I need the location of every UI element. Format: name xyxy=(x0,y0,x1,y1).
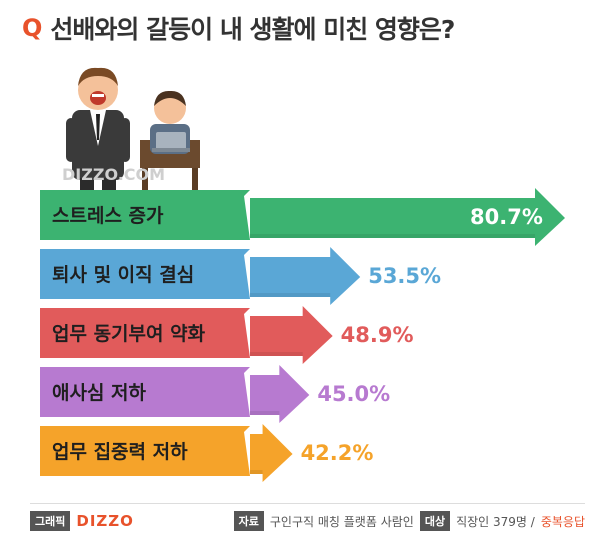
chart-title: Q 선배와의 갈등이 내 생활에 미친 영향은? xyxy=(22,8,582,48)
coworkers-illustration: DIZZO.COM xyxy=(62,67,200,195)
category-label: 업무 동기부여 약화 xyxy=(52,323,206,345)
category-label: 스트레스 증가 xyxy=(52,205,164,227)
target-tag: 대상 xyxy=(419,511,451,531)
bar-label-panel xyxy=(40,426,250,476)
category-label: 퇴사 및 이직 결심 xyxy=(52,264,194,286)
junior-figure xyxy=(140,90,200,195)
value-label: 53.5% xyxy=(368,264,441,288)
bar-shadow xyxy=(250,234,535,238)
bar-label-panel xyxy=(40,308,250,358)
bar-group: 애사심 저하 45.0% xyxy=(40,365,390,423)
value-label: 80.7% xyxy=(470,205,543,229)
watermark: DIZZO.COM xyxy=(62,165,165,184)
bar-label-panel xyxy=(40,190,250,240)
bar-shadow xyxy=(250,470,263,474)
multi-response-note: 중복응답 xyxy=(540,514,585,529)
bar-label-panel xyxy=(40,249,250,299)
value-label: 45.0% xyxy=(317,382,390,406)
bar xyxy=(250,247,361,305)
value-label: 42.2% xyxy=(301,441,374,465)
category-label: 업무 집중력 저하 xyxy=(52,441,188,463)
bar-shadow xyxy=(250,352,303,356)
category-label: 애사심 저하 xyxy=(52,382,147,404)
brand-logo: DIZZO xyxy=(76,512,134,530)
target-text: 직장인 379명 / xyxy=(456,514,535,529)
bar-shadow xyxy=(250,411,280,415)
value-label: 48.9% xyxy=(341,323,414,347)
bar xyxy=(250,188,565,246)
q-mark: Q xyxy=(22,14,43,42)
question-text: 선배와의 갈등이 내 생활에 미친 영향은? xyxy=(50,15,455,44)
bar-shadow xyxy=(250,293,331,297)
bar-group: 퇴사 및 이직 결심 53.5% xyxy=(40,247,441,305)
graphic-tag: 그래픽 xyxy=(30,511,71,531)
bar-group: 스트레스 증가 80.7% xyxy=(40,188,565,246)
footer-divider xyxy=(30,503,585,504)
bar-group: 업무 집중력 저하 42.2% xyxy=(40,424,373,482)
bar xyxy=(250,365,310,423)
bar xyxy=(250,306,333,364)
source-text: 구인구직 매칭 플랫폼 사람인 xyxy=(269,514,414,529)
source-tag: 자료 xyxy=(233,511,264,531)
footer: 그래픽 DIZZO 자료 구인구직 매칭 플랫폼 사람인 대상 직장인 379명… xyxy=(30,510,585,532)
bar xyxy=(250,424,293,482)
bar-group: 업무 동기부여 약화 48.9% xyxy=(40,306,414,364)
bar-label-panel xyxy=(40,367,250,417)
